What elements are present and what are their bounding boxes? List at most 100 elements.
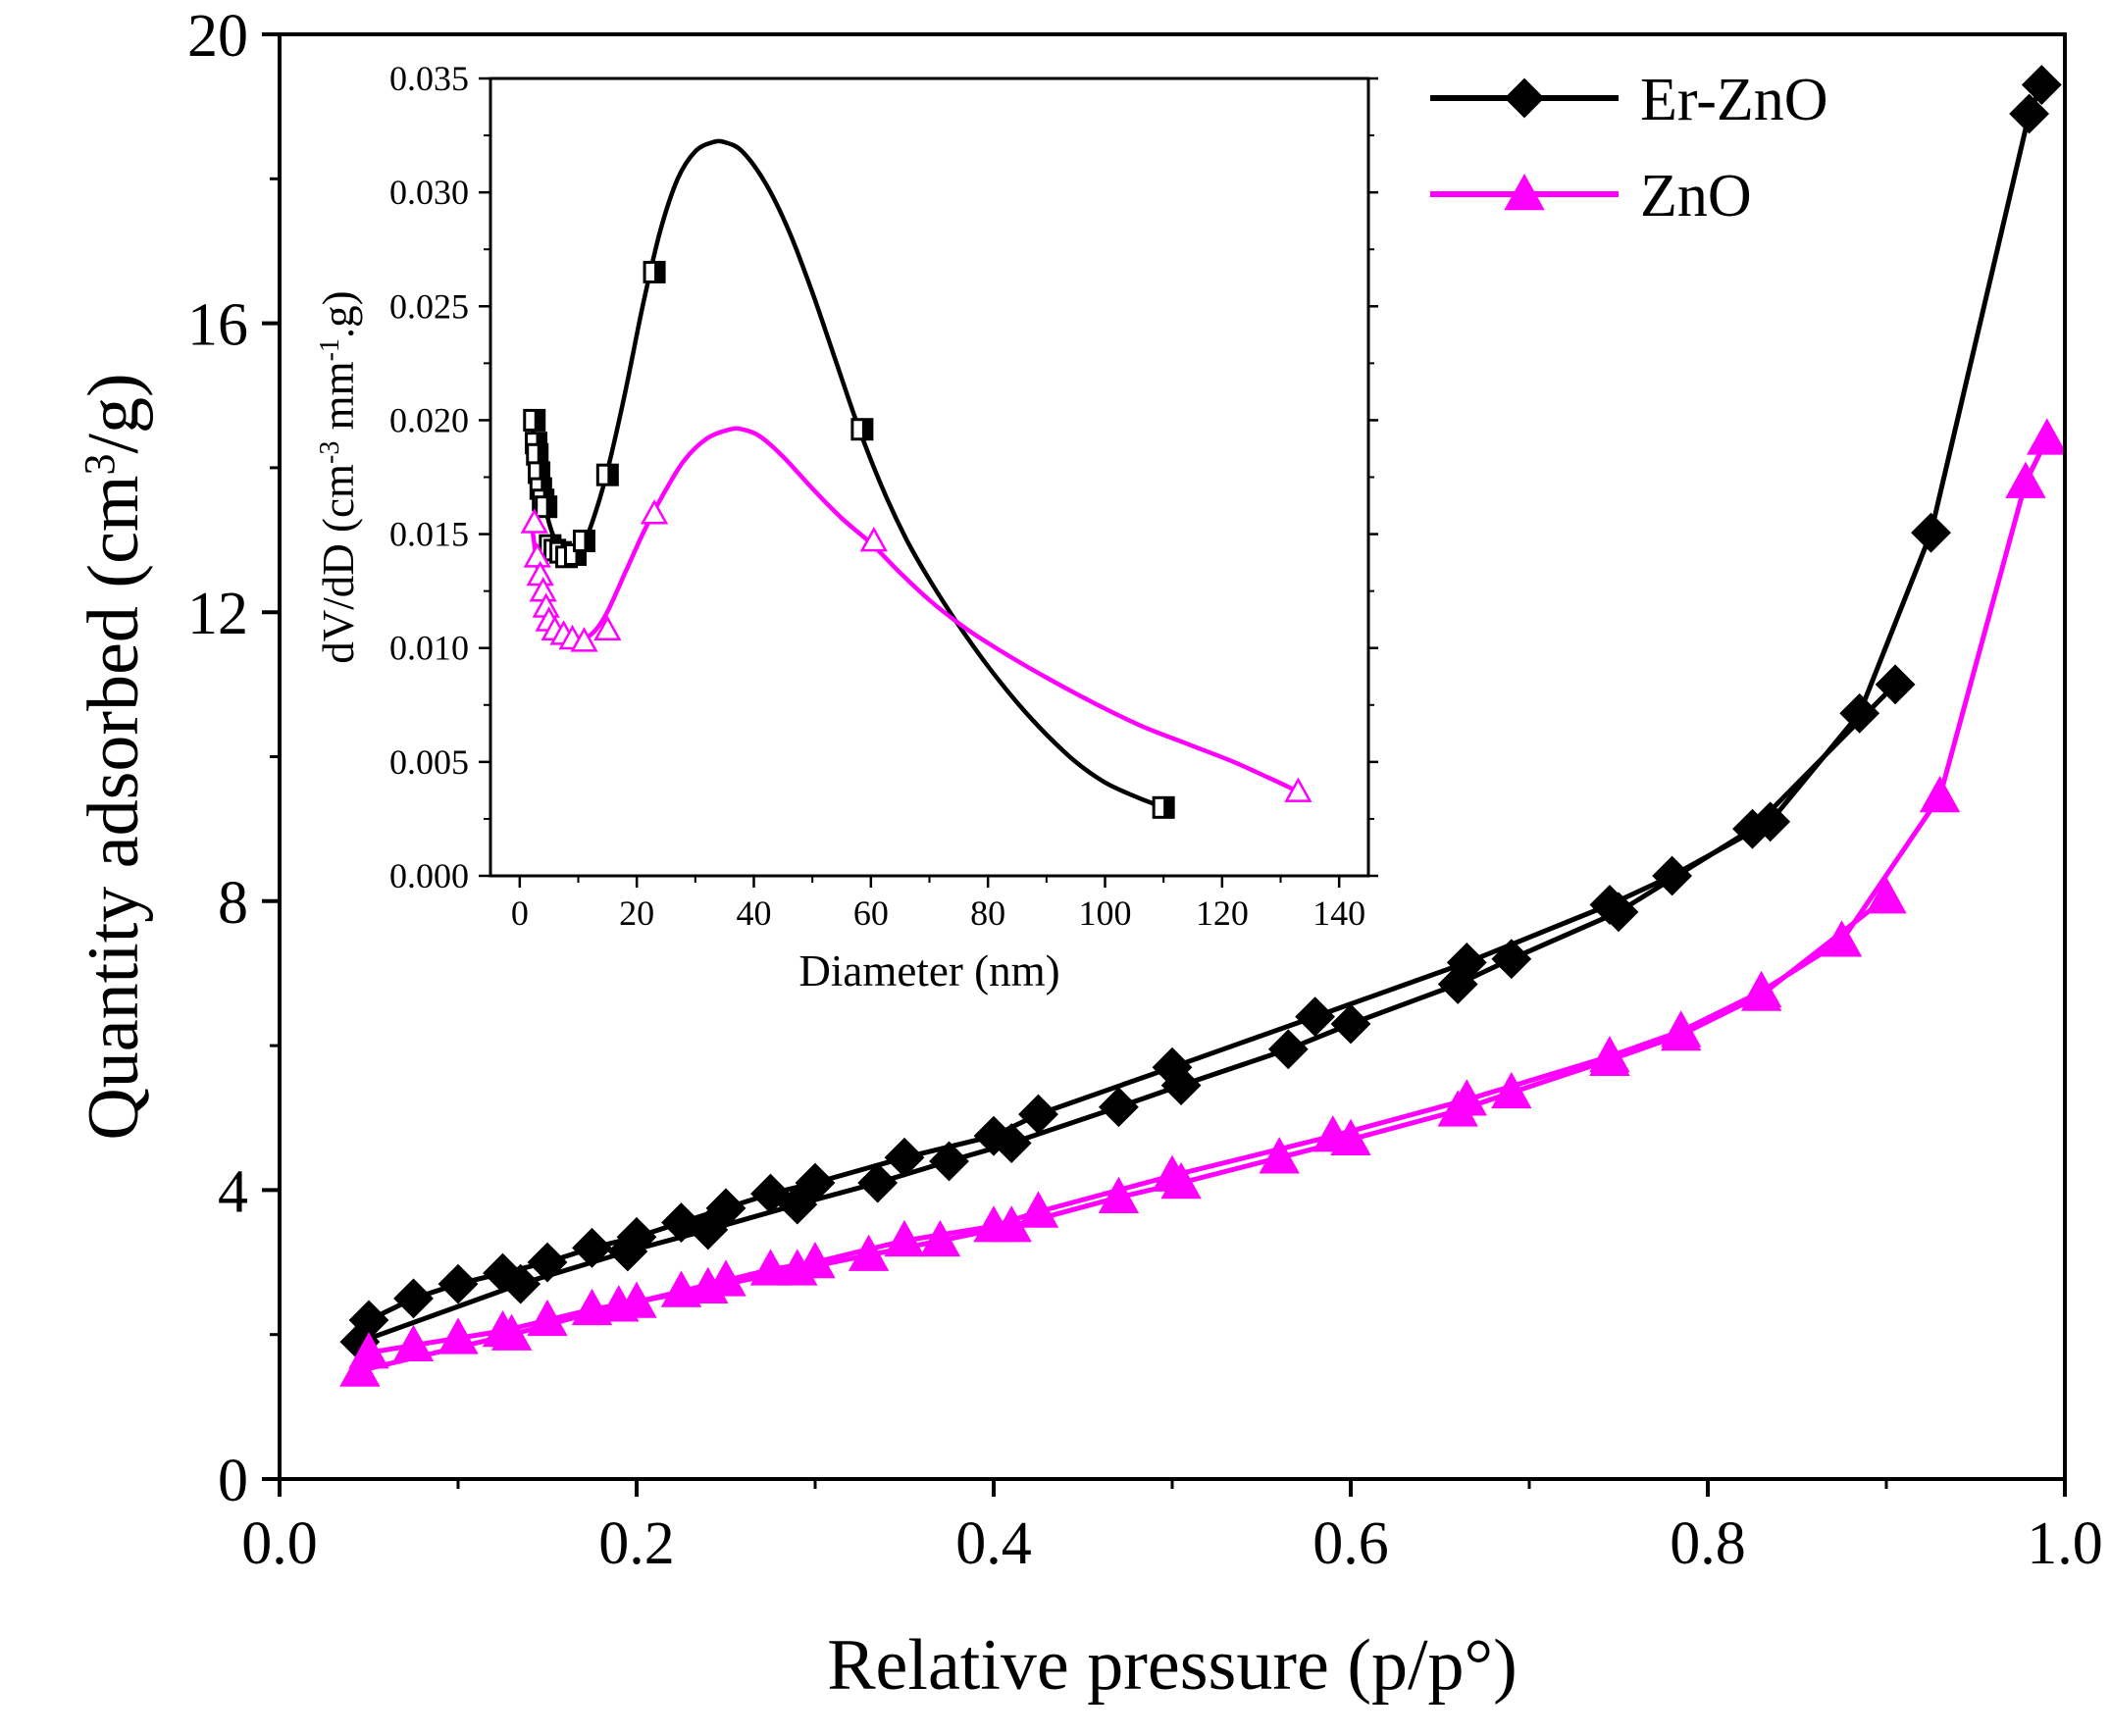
inset-x-tick-label: 100: [1079, 894, 1132, 933]
inset-data-point-er-zno-fill: [537, 444, 547, 465]
y-tick-label: 0: [218, 1448, 248, 1514]
x-tick-label: 0.4: [955, 1510, 1032, 1577]
data-point-zno: [1437, 1090, 1478, 1127]
data-point-er-zno: [1839, 692, 1880, 734]
inset-data-point-zno: [593, 615, 622, 640]
main-plot-marks: [339, 65, 2068, 1387]
data-point-er-zno: [795, 1162, 836, 1203]
data-point-zno: [1491, 1071, 1532, 1109]
data-point-zno: [1017, 1191, 1059, 1228]
inset-data-point-er-zno-fill: [1163, 797, 1174, 818]
inset-x-tick-label: 140: [1312, 894, 1365, 933]
inset-data-point-er-zno-fill: [654, 262, 665, 282]
inset-y-axis-label-part: -1: [315, 338, 345, 361]
data-point-zno: [1330, 1118, 1371, 1156]
y-tick-label: 16: [187, 292, 248, 359]
inset-data-point-er-zno-fill: [539, 462, 549, 483]
data-point-er-zno: [393, 1278, 434, 1319]
inset-data-point-er-zno-fill: [584, 531, 594, 551]
data-point-zno: [571, 1288, 613, 1326]
inset-plot-area: [490, 78, 1368, 876]
data-point-zno: [2027, 418, 2068, 455]
data-point-er-zno: [1160, 1065, 1202, 1106]
y-axis-label-part: 3: [76, 454, 124, 476]
inset-data-point-er-zno-fill: [607, 465, 618, 485]
y-tick-label: 8: [218, 870, 248, 937]
inset-x-tick-label: 40: [737, 894, 772, 933]
inset-data-point-er-zno: [523, 408, 546, 432]
data-point-zno: [688, 1266, 729, 1304]
y-tick-label: 12: [187, 581, 248, 647]
data-point-er-zno: [1267, 1029, 1309, 1070]
data-point-er-zno: [2009, 93, 2050, 134]
data-point-er-zno: [572, 1227, 612, 1268]
data-point-zno: [749, 1249, 792, 1286]
data-point-zno: [490, 1313, 533, 1351]
inset-y-tick-label: 0.010: [389, 629, 469, 668]
inset-data-point-er-zno: [526, 442, 549, 466]
data-point-er-zno: [527, 1242, 568, 1283]
data-point-zno: [884, 1219, 925, 1257]
x-axis-label: Relative pressure (p/p°): [827, 1625, 1518, 1706]
x-tick-label: 1.0: [2027, 1510, 2103, 1577]
data-point-er-zno: [1330, 1003, 1371, 1045]
data-point-zno: [660, 1270, 702, 1307]
data-point-er-zno: [1598, 892, 1639, 933]
data-point-zno: [848, 1234, 890, 1271]
legend-marker-er-zno: [1504, 77, 1545, 119]
inset-data-point-er-zno-fill: [861, 419, 872, 439]
inset-data-point-er-zno: [850, 418, 874, 441]
data-point-er-zno: [1732, 808, 1773, 849]
data-point-er-zno: [991, 1123, 1032, 1163]
inset-data-point-er-zno-fill: [534, 410, 544, 431]
data-point-er-zno: [705, 1188, 746, 1229]
inset-x-axis-label: Diameter (nm): [798, 946, 1059, 996]
data-point-er-zno: [437, 1263, 479, 1304]
legend-label-er-zno: Er-ZnO: [1640, 67, 1828, 133]
data-point-zno: [1866, 877, 1907, 914]
data-point-zno: [1098, 1176, 1140, 1213]
data-point-zno: [1589, 1039, 1630, 1077]
series-line-zno-1: [359, 895, 1888, 1373]
data-point-er-zno: [929, 1141, 969, 1182]
data-point-zno: [392, 1324, 435, 1361]
inset-data-point-er-zno-fill: [536, 433, 546, 453]
x-tick-label: 0.6: [1312, 1510, 1389, 1577]
x-tick-label: 0.8: [1670, 1510, 1746, 1577]
inset-y-tick-label: 0.035: [389, 59, 469, 98]
data-point-zno: [437, 1317, 479, 1354]
data-point-zno: [2005, 461, 2046, 498]
inset-y-tick-label: 0.000: [389, 856, 469, 895]
data-point-er-zno: [884, 1137, 925, 1178]
data-point-er-zno: [777, 1184, 818, 1225]
data-point-er-zno: [607, 1231, 648, 1272]
data-point-er-zno: [1437, 964, 1478, 1004]
data-point-zno: [777, 1249, 818, 1286]
data-point-er-zno: [2021, 65, 2062, 105]
x-tick-label: 0.2: [598, 1510, 675, 1577]
data-point-er-zno: [1295, 996, 1336, 1038]
inset-data-point-zno: [859, 526, 888, 552]
data-point-er-zno: [1875, 664, 1916, 705]
x-tick-label: 0.0: [241, 1510, 318, 1577]
inset-data-point-er-zno: [572, 530, 595, 553]
y-axis-label-part: Quantity adsorbed (cm: [74, 476, 154, 1141]
inset-y-tick-label: 0.020: [389, 400, 469, 439]
inset-plot-axes: 0 20 40 60 80 100 120 140 0.000 0.005 0.010 0.015 0.…: [314, 59, 1378, 996]
inset-data-point-zno: [640, 499, 669, 525]
data-point-er-zno: [1018, 1094, 1058, 1135]
inset-y-axis-label-part: mm: [314, 361, 363, 440]
inset-y-tick-label: 0.030: [389, 173, 469, 212]
inset-y-tick-label: 0.025: [389, 286, 469, 326]
data-point-zno: [1259, 1137, 1300, 1174]
inset-data-point-er-zno: [595, 463, 619, 486]
inset-x-tick-label: 0: [511, 894, 529, 933]
inset-y-tick-label: 0.005: [389, 742, 469, 782]
inset-data-point-zno: [520, 508, 548, 534]
inset-data-point-zno: [1284, 777, 1312, 802]
inset-data-point-zno: [570, 627, 598, 652]
data-point-er-zno: [1652, 855, 1693, 896]
inset-x-tick-label: 120: [1196, 894, 1249, 933]
inset-plot-marks: [520, 138, 1312, 819]
inset-y-axis-label-part: dV/dD (cm: [314, 464, 363, 664]
